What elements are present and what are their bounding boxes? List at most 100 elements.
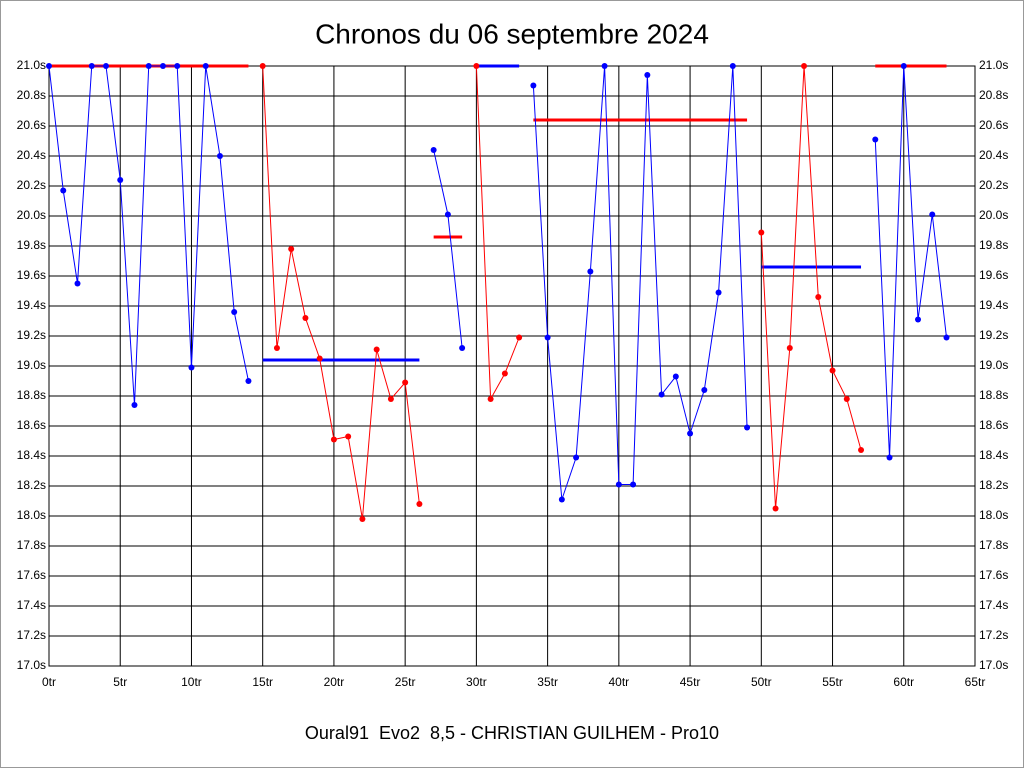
- y-tick-label: 20.8s: [17, 88, 46, 102]
- data-point: [102, 63, 109, 69]
- data-point: [345, 433, 352, 440]
- y2-tick-label: 19.4s: [979, 298, 1008, 312]
- data-point: [430, 147, 437, 153]
- data-point: [687, 430, 694, 437]
- y-tick-label: 19.8s: [17, 238, 46, 252]
- data-point: [174, 63, 181, 69]
- y2-tick-label: 18.6s: [979, 418, 1008, 432]
- y-tick-label: 20.0s: [17, 208, 46, 222]
- y-tick-label: 18.8s: [17, 388, 46, 402]
- data-point: [544, 334, 551, 341]
- data-point: [74, 280, 81, 287]
- y-tick-label: 18.2s: [17, 478, 46, 492]
- data-point: [615, 481, 622, 488]
- data-point: [630, 481, 637, 488]
- y2-tick-label: 17.8s: [979, 538, 1008, 552]
- data-point: [117, 177, 124, 183]
- data-point: [715, 289, 722, 296]
- data-point: [558, 496, 565, 503]
- y2-tick-label: 17.6s: [979, 568, 1008, 582]
- data-point: [501, 370, 508, 377]
- data-point: [729, 63, 736, 69]
- data-point: [829, 367, 836, 374]
- data-point: [288, 246, 295, 252]
- data-point: [786, 345, 793, 351]
- data-point: [330, 436, 337, 443]
- data-point: [858, 447, 865, 453]
- x-tick-label: 15tr: [252, 675, 273, 689]
- x-tick-label: 30tr: [466, 675, 487, 689]
- y-tick-label: 17.0s: [17, 658, 46, 672]
- data-point: [573, 454, 580, 461]
- data-point: [487, 396, 494, 402]
- data-point: [273, 345, 280, 351]
- y2-tick-label: 20.6s: [979, 118, 1008, 132]
- data-point: [886, 454, 893, 461]
- y-tick-label: 20.6s: [17, 118, 46, 132]
- data-point: [459, 345, 466, 351]
- x-tick-label: 50tr: [751, 675, 772, 689]
- x-tick-label: 65tr: [965, 675, 986, 689]
- data-point: [46, 63, 52, 69]
- data-point: [402, 379, 409, 386]
- data-point: [316, 355, 323, 362]
- x-tick-label: 0tr: [42, 675, 56, 689]
- x-tick-label: 20tr: [324, 675, 345, 689]
- data-point: [302, 315, 309, 321]
- y-tick-label: 19.4s: [17, 298, 46, 312]
- y-tick-label: 21.0s: [17, 58, 46, 72]
- y-tick-label: 17.4s: [17, 598, 46, 612]
- y-tick-label: 19.0s: [17, 358, 46, 372]
- y-tick-label: 18.6s: [17, 418, 46, 432]
- x-tick-label: 5tr: [113, 675, 127, 689]
- y2-tick-label: 17.4s: [979, 598, 1008, 612]
- y-tick-label: 20.4s: [17, 148, 46, 162]
- y2-tick-label: 17.2s: [979, 628, 1008, 642]
- data-point: [900, 63, 907, 69]
- data-point: [801, 63, 808, 69]
- y2-tick-label: 18.4s: [979, 448, 1008, 462]
- y-tick-label: 18.0s: [17, 508, 46, 522]
- data-point: [131, 402, 138, 408]
- x-tick-label: 40tr: [609, 675, 630, 689]
- data-point: [245, 378, 252, 384]
- data-point: [231, 309, 238, 315]
- data-point: [915, 316, 922, 323]
- data-point: [644, 72, 651, 78]
- data-point: [373, 346, 380, 353]
- data-point: [587, 268, 594, 275]
- y2-tick-label: 20.2s: [979, 178, 1008, 192]
- data-point: [929, 211, 936, 218]
- y2-tick-label: 21.0s: [979, 58, 1008, 72]
- data-point: [516, 334, 523, 341]
- data-point: [672, 373, 679, 380]
- chart-subtitle: Oural91 Evo2 8,5 - CHRISTIAN GUILHEM - P…: [305, 723, 719, 743]
- data-point: [444, 211, 451, 218]
- data-point: [601, 63, 608, 69]
- y2-tick-label: 18.8s: [979, 388, 1008, 402]
- x-tick-label: 55tr: [822, 675, 843, 689]
- data-point: [473, 63, 480, 69]
- data-point: [872, 136, 879, 143]
- y2-tick-label: 20.0s: [979, 208, 1008, 222]
- data-point: [772, 505, 779, 512]
- data-point: [145, 63, 152, 69]
- data-point: [259, 63, 266, 69]
- data-point: [216, 153, 223, 159]
- y2-tick-label: 17.0s: [979, 658, 1008, 672]
- y-tick-label: 17.6s: [17, 568, 46, 582]
- y-tick-label: 17.2s: [17, 628, 46, 642]
- data-point: [159, 63, 166, 69]
- y-tick-label: 19.6s: [17, 268, 46, 282]
- y2-tick-label: 19.8s: [979, 238, 1008, 252]
- data-point: [202, 63, 209, 69]
- y2-tick-label: 20.8s: [979, 88, 1008, 102]
- y2-tick-label: 18.0s: [979, 508, 1008, 522]
- x-tick-label: 45tr: [680, 675, 701, 689]
- data-point: [815, 294, 822, 300]
- data-point: [387, 396, 394, 402]
- x-tick-label: 60tr: [893, 675, 914, 689]
- y2-tick-label: 19.0s: [979, 358, 1008, 372]
